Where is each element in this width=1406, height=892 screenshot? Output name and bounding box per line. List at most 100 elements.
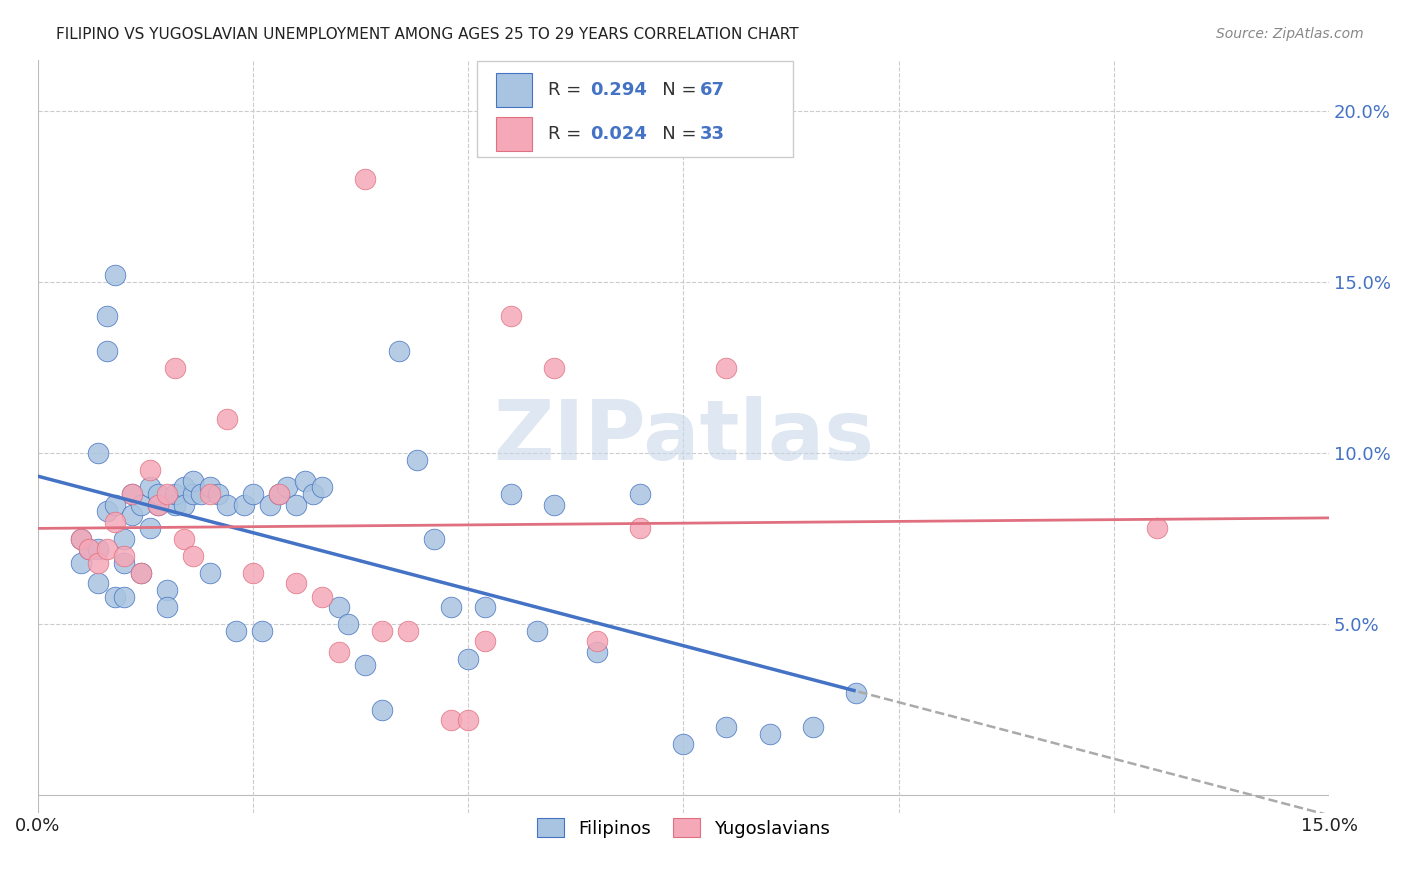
Point xyxy=(69,532,91,546)
Point xyxy=(190,487,212,501)
Point xyxy=(165,360,187,375)
Text: FILIPINO VS YUGOSLAVIAN UNEMPLOYMENT AMONG AGES 25 TO 29 YEARS CORRELATION CHART: FILIPINO VS YUGOSLAVIAN UNEMPLOYMENT AMO… xyxy=(56,27,799,42)
Point xyxy=(96,310,118,324)
Point xyxy=(173,480,195,494)
Point xyxy=(474,600,496,615)
Point xyxy=(371,624,394,639)
Point xyxy=(198,480,221,494)
Point xyxy=(501,487,523,501)
Point xyxy=(148,487,170,501)
Point xyxy=(129,498,152,512)
Point xyxy=(173,498,195,512)
Point xyxy=(217,412,239,426)
Point xyxy=(138,480,160,494)
Point xyxy=(1146,521,1168,535)
Point xyxy=(457,713,479,727)
Point xyxy=(173,532,195,546)
Point xyxy=(353,658,375,673)
Point xyxy=(440,713,463,727)
Point xyxy=(586,645,609,659)
Point xyxy=(112,532,135,546)
Point xyxy=(336,617,359,632)
Point xyxy=(198,487,221,501)
Point xyxy=(302,487,325,501)
Point xyxy=(69,556,91,570)
FancyBboxPatch shape xyxy=(496,73,533,107)
Point xyxy=(129,566,152,580)
Point xyxy=(181,487,204,501)
Point xyxy=(225,624,247,639)
Point xyxy=(242,566,264,580)
Point xyxy=(628,521,651,535)
Legend: Filipinos, Yugoslavians: Filipinos, Yugoslavians xyxy=(530,811,838,845)
Text: R =: R = xyxy=(548,81,586,99)
Point xyxy=(628,487,651,501)
Text: 0.294: 0.294 xyxy=(591,81,647,99)
Point xyxy=(148,498,170,512)
Point xyxy=(440,600,463,615)
Point xyxy=(87,556,110,570)
Point xyxy=(328,600,350,615)
Point xyxy=(371,703,394,717)
Point xyxy=(716,360,738,375)
Text: N =: N = xyxy=(645,81,702,99)
Point xyxy=(79,542,101,557)
Point xyxy=(543,360,565,375)
Point xyxy=(845,686,868,700)
Point xyxy=(259,498,281,512)
FancyBboxPatch shape xyxy=(496,117,533,151)
Point xyxy=(285,498,308,512)
Point xyxy=(267,487,290,501)
Point xyxy=(422,532,444,546)
Point xyxy=(328,645,350,659)
Point xyxy=(112,556,135,570)
Point xyxy=(112,549,135,563)
Point xyxy=(138,521,160,535)
Point xyxy=(396,624,419,639)
FancyBboxPatch shape xyxy=(477,62,793,158)
Text: R =: R = xyxy=(548,125,586,144)
Point xyxy=(138,463,160,477)
Point xyxy=(156,583,179,598)
Text: 0.024: 0.024 xyxy=(591,125,647,144)
Point xyxy=(87,542,110,557)
Point xyxy=(276,480,298,494)
Point xyxy=(586,634,609,648)
Point xyxy=(112,590,135,604)
Point xyxy=(129,566,152,580)
Text: ZIPatlas: ZIPatlas xyxy=(494,395,875,476)
Point xyxy=(457,651,479,665)
Text: 33: 33 xyxy=(700,125,725,144)
Point xyxy=(121,487,143,501)
Point xyxy=(104,498,127,512)
Point xyxy=(474,634,496,648)
Point xyxy=(165,498,187,512)
Point xyxy=(96,343,118,358)
Point xyxy=(672,737,695,751)
Point xyxy=(250,624,273,639)
Point xyxy=(165,487,187,501)
Point xyxy=(148,498,170,512)
Point xyxy=(87,446,110,460)
Point xyxy=(267,487,290,501)
Point xyxy=(181,549,204,563)
Point xyxy=(198,566,221,580)
Point xyxy=(87,576,110,591)
Point xyxy=(96,504,118,518)
Point xyxy=(285,576,308,591)
Text: N =: N = xyxy=(645,125,702,144)
Point xyxy=(242,487,264,501)
Point xyxy=(311,590,333,604)
Point xyxy=(217,498,239,512)
Text: 67: 67 xyxy=(700,81,725,99)
Point xyxy=(156,487,179,501)
Point xyxy=(388,343,411,358)
Point xyxy=(758,727,780,741)
Point xyxy=(543,498,565,512)
Text: Source: ZipAtlas.com: Source: ZipAtlas.com xyxy=(1216,27,1364,41)
Point xyxy=(801,720,824,734)
Point xyxy=(79,542,101,557)
Point xyxy=(156,600,179,615)
Point xyxy=(104,268,127,283)
Point xyxy=(207,487,229,501)
